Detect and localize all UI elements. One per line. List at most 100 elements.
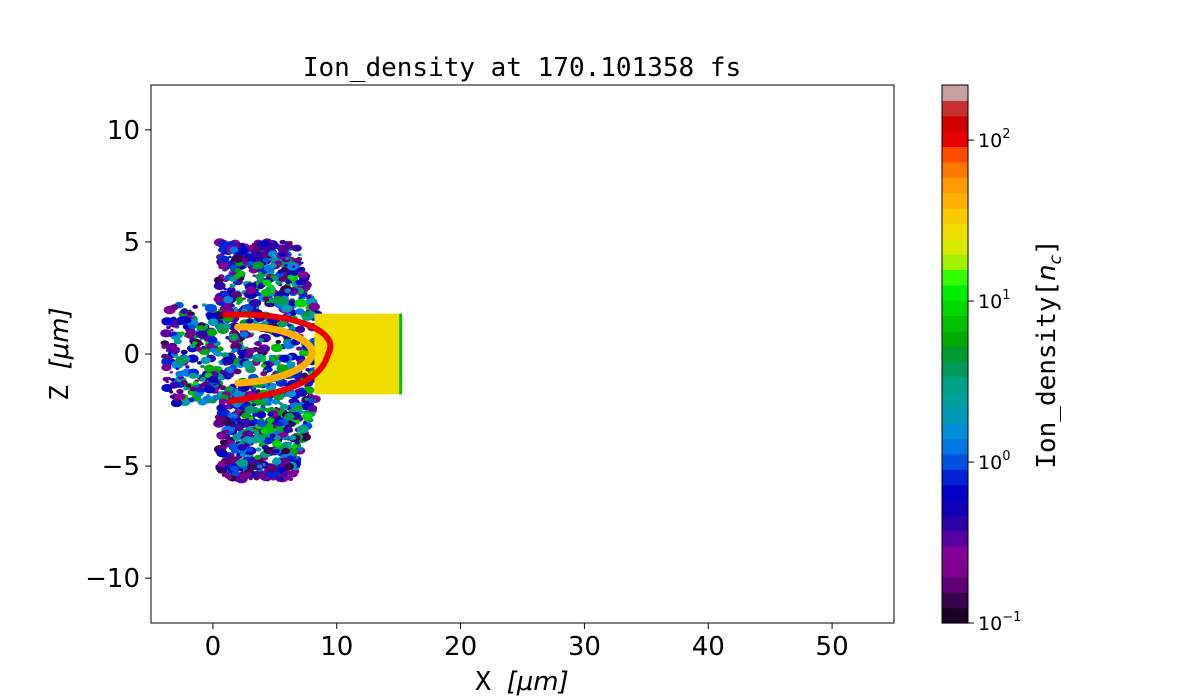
density-blob — [268, 463, 273, 467]
target-rear-surface — [399, 313, 403, 395]
density-blob — [253, 434, 266, 443]
density-blob — [297, 446, 304, 451]
density-blob — [287, 470, 298, 478]
density-blob — [279, 239, 286, 245]
compressed-shell — [222, 311, 334, 405]
density-blob — [237, 444, 247, 451]
density-blob — [268, 354, 274, 359]
density-blob — [215, 384, 219, 387]
density-blob — [254, 454, 262, 460]
density-blob — [204, 364, 215, 373]
colorbar-band — [942, 330, 968, 347]
density-blob — [229, 276, 238, 282]
density-blob — [248, 416, 254, 421]
density-blob — [218, 398, 227, 405]
density-blob — [229, 412, 238, 420]
density-blob — [189, 386, 197, 392]
density-blob — [284, 412, 295, 421]
density-blob — [295, 279, 304, 286]
density-blob — [245, 318, 254, 324]
density-blob — [216, 404, 226, 412]
density-blob — [299, 261, 304, 265]
density-blob — [258, 337, 264, 342]
density-blob — [229, 364, 237, 370]
density-blob — [195, 346, 203, 352]
density-blob — [271, 440, 282, 448]
x-tick-label: 50 — [816, 632, 849, 662]
density-blob — [192, 381, 199, 386]
density-blob — [185, 383, 192, 388]
density-blob — [285, 257, 290, 260]
density-blob — [179, 331, 185, 336]
colorbar-band — [942, 254, 968, 271]
density-blob — [269, 262, 277, 268]
density-blob — [292, 409, 297, 413]
colorbar-band — [942, 146, 968, 163]
density-blob — [269, 433, 276, 438]
y-tick-label: −10 — [85, 564, 140, 594]
density-blob — [252, 413, 258, 417]
density-blob — [235, 389, 239, 392]
colorbar-band — [942, 515, 968, 532]
y-tick-label: 10 — [107, 116, 140, 146]
density-blob — [262, 470, 267, 474]
density-blob — [268, 297, 278, 304]
colorbar-band — [942, 300, 968, 317]
density-blob — [237, 270, 246, 277]
density-blob — [263, 383, 269, 387]
density-blob — [197, 398, 208, 406]
density-blob — [295, 325, 306, 333]
density-blob — [297, 266, 306, 273]
colorbar-band — [942, 438, 968, 455]
density-blob — [201, 303, 207, 307]
density-blob — [230, 342, 242, 351]
density-blob — [308, 397, 316, 404]
colorbar-band — [942, 177, 968, 194]
density-blob — [287, 477, 294, 482]
density-blob — [276, 407, 281, 411]
density-blob — [295, 308, 305, 315]
density-blob — [242, 360, 254, 369]
density-blob — [254, 461, 260, 466]
density-blob — [204, 385, 215, 394]
density-blob — [239, 452, 247, 458]
density-blob — [202, 381, 211, 388]
density-blob — [223, 288, 227, 291]
density-blob — [285, 280, 292, 285]
density-blob — [176, 316, 189, 325]
density-blob — [176, 388, 184, 395]
density-blob — [262, 279, 272, 286]
density-blob — [286, 323, 292, 327]
density-blob — [183, 387, 188, 391]
density-blob — [160, 329, 172, 338]
colorbar-band — [942, 407, 968, 424]
density-blob — [175, 355, 188, 365]
density-blob — [263, 369, 267, 372]
density-blob — [207, 318, 219, 326]
density-blob — [231, 254, 244, 263]
density-blob — [304, 384, 308, 388]
density-blob — [288, 409, 294, 413]
density-blob — [169, 394, 176, 399]
colorbar-band — [942, 607, 968, 624]
density-blob — [251, 242, 257, 247]
density-blob — [278, 298, 289, 306]
density-blob — [291, 444, 298, 449]
density-blob — [276, 282, 281, 286]
density-blob — [161, 357, 174, 367]
shell-arc — [222, 311, 334, 405]
density-blob — [247, 260, 255, 267]
y-tick-label: 5 — [123, 228, 140, 258]
density-blob — [233, 437, 240, 442]
y-tick-label: 0 — [123, 340, 140, 370]
density-blob — [205, 352, 210, 356]
density-blob — [229, 283, 236, 288]
density-blob — [263, 447, 274, 455]
density-blob — [209, 347, 217, 353]
x-axis-label: X [μm] — [475, 667, 568, 697]
density-blob — [260, 363, 267, 368]
density-blob — [255, 447, 262, 452]
density-blob — [297, 389, 308, 397]
colorbar-band — [942, 161, 968, 178]
x-tick-label: 0 — [205, 632, 222, 662]
